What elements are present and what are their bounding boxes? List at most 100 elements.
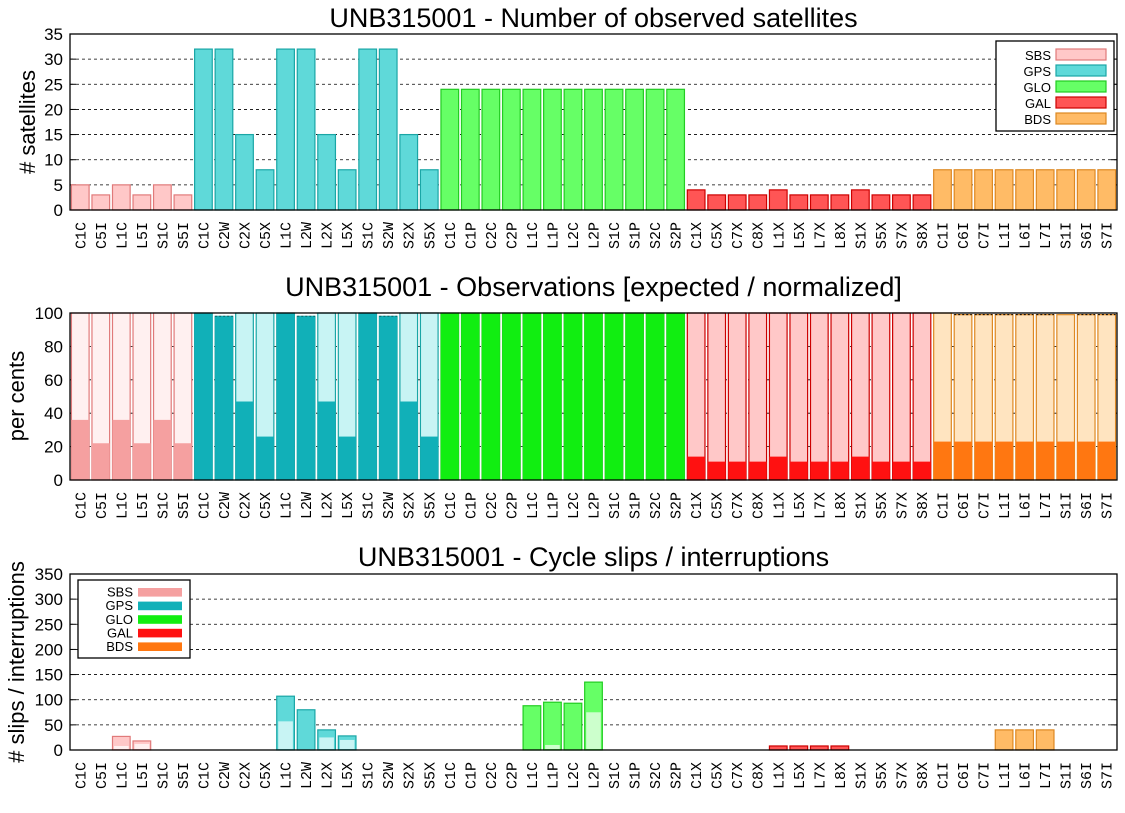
bar-observed [892,461,911,480]
bar-observed [728,461,747,480]
x-tick-label: S5X [422,492,439,519]
bar-interruptions [545,744,560,749]
x-tick-label: S1X [853,762,870,789]
y-tick-label: 100 [35,691,63,710]
x-tick-label: C5X [258,222,275,249]
bar-slips [563,702,583,751]
x-tick-label: C1C [196,492,213,519]
x-tick-label: L1C [279,492,296,519]
x-tick-label: L6I [1018,222,1035,249]
y-tick-label: 100 [35,304,63,323]
chart-panel-2: UNB315001 - Observations [expected / nor… [4,272,1118,519]
x-tick-label: C1C [196,222,213,249]
bar [789,194,809,211]
x-tick-label: S5X [422,762,439,789]
x-tick-label: S2W [381,222,398,249]
x-tick-label: L6I [1018,762,1035,789]
bar [768,189,788,211]
bar-observed [297,316,315,480]
bar [974,169,993,211]
x-tick-label: L5I [135,492,152,519]
bar-observed [872,461,890,480]
bar-expected [686,312,706,481]
y-tick-label: 0 [54,201,63,220]
x-tick-label: S2P [669,762,686,789]
bar [255,169,275,211]
legend-swatch [1055,112,1107,125]
bar-expected [850,312,870,481]
x-tick-label: C1C [73,222,90,249]
plot-frame [69,33,1118,211]
bar-observed [1097,441,1116,480]
bar-expected [789,312,809,481]
x-tick-label: L2X [320,222,337,249]
y-tick-label: 300 [35,590,63,609]
x-tick-label: C6I [956,222,973,249]
x-tick-label: C2W [217,762,234,789]
chart-title: UNB315001 - Observations [expected / nor… [285,272,902,302]
x-tick-label: C7X [730,222,747,249]
x-tick-label: S1C [607,222,624,249]
x-tick-label: C5X [258,492,275,519]
x-tick-label: S1I [1059,492,1076,519]
x-tick-label: S7I [1100,492,1117,519]
x-tick-label: S7X [894,222,911,249]
x-tick-label: L5X [340,762,357,789]
bar [563,88,583,211]
x-tick-label: S1C [361,222,378,249]
x-tick-label: S5X [874,492,891,519]
x-tick-label: S5X [874,762,891,789]
legend-swatch [138,588,182,597]
x-tick-label: L5X [340,492,357,519]
bar-observed [707,461,726,480]
bar-expected [809,312,829,481]
bar [953,169,973,211]
bar [871,194,891,211]
x-tick-label: C1X [689,492,706,519]
legend-swatch [138,628,182,638]
x-tick-label: C8X [751,222,768,249]
bar-observed [379,316,398,480]
x-tick-label: S1P [628,492,645,519]
x-tick-label: L7I [1038,762,1055,789]
legend-label: GAL [107,625,133,640]
x-tick-label: S2C [648,762,665,789]
x-tick-label: L5X [792,492,809,519]
x-tick-label: C8X [751,492,768,519]
bar [194,48,213,211]
x-tick-label: L1I [997,762,1014,789]
x-tick-label: L1I [997,222,1014,249]
chart-panel-3: UNB315001 - Cycle slips / interruptions #… [4,542,1118,789]
x-tick-label: C5I [94,222,111,249]
x-tick-label: S2C [648,222,665,249]
y-axis-label: # satellites [15,70,40,174]
bar-observed [625,313,644,480]
bar [276,48,295,211]
bar-observed [1015,441,1034,480]
x-tick-label: C1I [936,222,953,249]
bar-observed [831,461,849,480]
x-tick-label: S2C [648,492,665,519]
chart-title: UNB315001 - Number of observed satellite… [329,3,857,33]
bar-interruptions [278,721,293,749]
bar-observed [584,313,603,480]
bar-observed [194,313,213,480]
bar [152,184,172,211]
bar-slips [1035,729,1055,751]
x-tick-label: L1X [771,762,788,789]
chart-title: UNB315001 - Cycle slips / interruptions [358,542,829,572]
chart-panel-1: UNB315001 - Number of observed satellite… [15,3,1118,249]
bar-observed [399,401,418,480]
bar-expected [912,312,932,481]
y-tick-label: 20 [44,438,63,457]
bar-observed [605,313,623,480]
y-tick-label: 250 [35,615,63,634]
x-tick-label: S5X [422,222,439,249]
bar [337,169,357,211]
y-axis-label: # slips / interruptions [4,561,29,763]
x-tick-label: L2W [299,222,316,249]
bar-expected [748,312,768,481]
x-tick-label: L7X [812,492,829,519]
x-tick-label: S1C [607,492,624,519]
